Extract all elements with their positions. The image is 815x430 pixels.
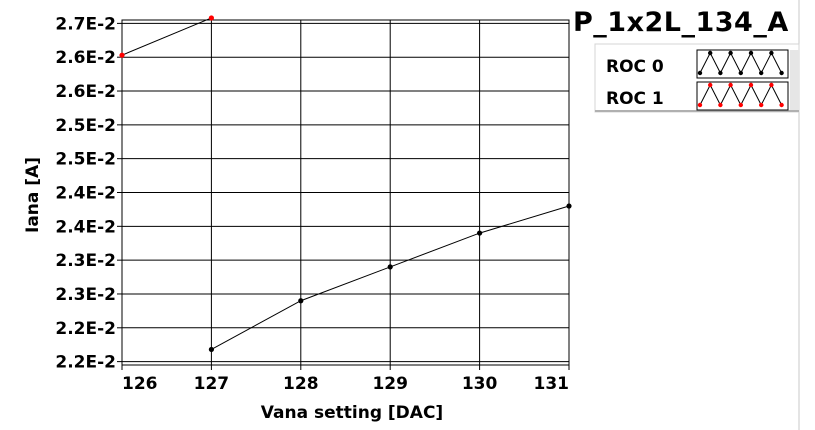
y-tick-label: 2.6E-2 <box>55 82 116 102</box>
legend-label-roc1: ROC 1 <box>606 89 664 109</box>
y-tick-label: 2.5E-2 <box>55 150 116 170</box>
y-tick-label: 2.2E-2 <box>55 319 116 339</box>
legend-label-roc0: ROC 0 <box>606 57 664 77</box>
legend-marker <box>718 70 723 76</box>
y-tick-label: 2.5E-2 <box>55 116 116 136</box>
series <box>119 15 572 353</box>
legend-marker <box>708 50 713 56</box>
legend-marker <box>708 82 713 88</box>
x-tick-label: 128 <box>283 374 319 394</box>
data-point <box>477 230 483 236</box>
legend-marker <box>748 82 754 88</box>
y-tick-label: 2.6E-2 <box>55 48 116 68</box>
y-axis-ticks: 2.2E-2 2.2E-2 2.3E-2 2.3E-2 2.4E-2 2.4E-2 2.5E… <box>55 14 122 373</box>
legend-marker <box>779 70 784 76</box>
legend-marker <box>769 82 774 88</box>
legend-marker <box>779 102 784 108</box>
panel-edge <box>799 0 815 430</box>
legend-marker <box>759 102 764 108</box>
x-axis-title: Vana setting [DAC] <box>261 403 443 423</box>
legend-pattern-roc0 <box>697 50 784 76</box>
y-tick-label: 2.4E-2 <box>55 184 116 204</box>
plot-title: P_1x2L_134_A <box>573 7 789 38</box>
y-tick-label: 2.4E-2 <box>55 217 116 237</box>
legend-marker <box>748 50 754 56</box>
legend-marker <box>697 70 703 76</box>
y-tick-label: 2.3E-2 <box>55 251 116 271</box>
legend-marker <box>759 70 764 76</box>
data-point <box>208 15 214 21</box>
data-point <box>566 203 572 209</box>
legend-marker <box>769 50 774 56</box>
x-tick-label: 130 <box>462 374 498 394</box>
legend-marker <box>697 102 703 108</box>
grid <box>121 20 570 365</box>
legend-pattern-roc1 <box>697 82 784 108</box>
x-tick-label: 131 <box>534 374 570 394</box>
legend-marker <box>728 50 733 56</box>
legend-marker <box>738 102 743 108</box>
legend-marker <box>728 82 733 88</box>
legend: ROC 0 ROC 1 <box>594 43 800 113</box>
data-point <box>208 346 214 353</box>
data-point <box>119 52 125 58</box>
data-point <box>387 264 393 270</box>
x-tick-label: 129 <box>372 374 408 394</box>
legend-marker <box>738 70 743 76</box>
y-tick-label: 2.2E-2 <box>55 353 116 373</box>
data-point <box>298 298 304 304</box>
legend-scroll-edge <box>790 50 799 110</box>
series-line-1 <box>121 17 212 56</box>
y-tick-label: 2.3E-2 <box>55 285 116 305</box>
x-tick-label: 127 <box>194 374 230 394</box>
x-tick-label: 126 <box>122 374 158 394</box>
legend-marker <box>718 102 723 108</box>
y-tick-label: 2.7E-2 <box>55 14 116 34</box>
x-axis-ticks: 126 127 128 129 130 131 <box>121 365 570 394</box>
y-axis-title: Iana [A] <box>23 157 43 233</box>
